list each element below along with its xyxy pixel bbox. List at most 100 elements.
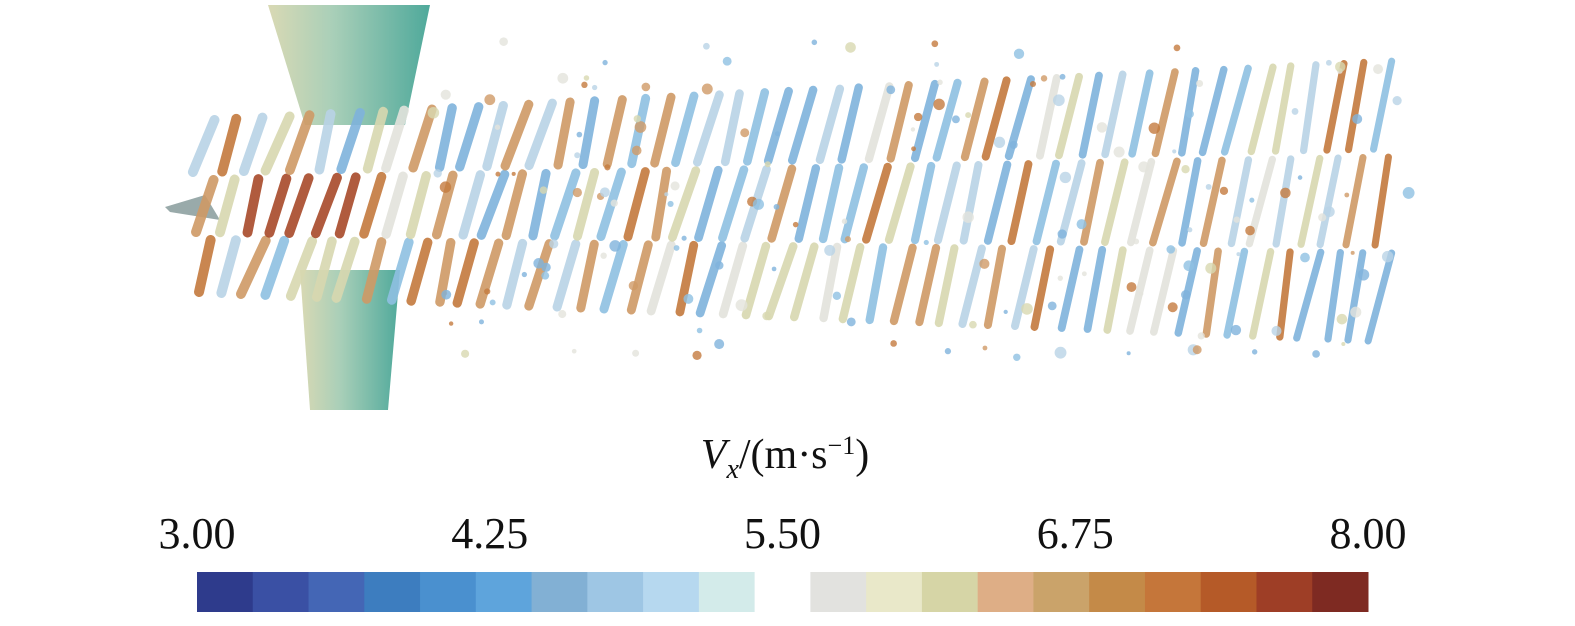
flow-speck [1230,324,1242,336]
colorbar-swatch [308,572,365,612]
flow-speck [937,79,943,86]
flow-speck [1297,175,1303,180]
vortex-stroke [651,166,672,242]
colorbar-swatch [197,572,254,612]
flow-speck [533,258,544,269]
vortex-stroke [191,175,219,237]
flow-speck [1021,303,1033,315]
flow-speck [1336,313,1348,325]
vortex-stroke [284,173,314,238]
flow-speck [714,339,725,350]
vortex-stroke [865,243,888,325]
vortex-stroke [602,95,627,169]
vortex-stroke [838,243,865,324]
vortex-stroke [455,102,484,172]
flow-speck [1059,171,1072,184]
vortex-stroke [650,92,676,168]
flow-speck [1344,192,1350,198]
vortex-stroke [910,161,936,245]
flow-speck [1133,238,1140,245]
flow-speck [844,236,851,243]
colorbar-tick-label: 6.75 [1037,509,1114,558]
vortex-stroke [1324,248,1344,343]
flow-speck [1057,275,1063,281]
vortex-stroke [1056,159,1086,246]
vortex-stroke [502,238,528,310]
colorbar-tick-label: 3.00 [159,509,236,558]
vortex-stroke [408,104,437,173]
vortex-stroke [1149,157,1181,247]
vortex-stroke [476,169,510,240]
vortex-stroke [359,171,387,239]
vortex-stroke [1344,249,1367,344]
flow-speck [715,261,724,270]
flow-speck [1054,346,1067,359]
vortex-stroke [1101,158,1129,246]
flow-speck [1096,122,1108,133]
flow-speck [557,72,569,84]
flow-speck [478,319,484,325]
flow-speck [735,299,748,312]
vortex-stroke [331,236,360,303]
flow-speck [1233,216,1240,223]
flow-speck [1126,351,1131,356]
vortex-stroke [1199,156,1226,247]
colorbar-swatch [810,572,867,612]
flow-speck [824,244,836,256]
flow-speck [600,252,607,259]
vortex-stroke [1220,64,1252,156]
vortex-stroke [718,241,748,319]
vortex-stroke [435,237,456,307]
flow-speck [1236,252,1241,257]
vortex-stroke [1271,62,1295,155]
vortex-stroke [475,238,504,309]
flow-speck [541,271,550,280]
vortex-stroke [524,239,554,311]
flow-speck [832,291,842,301]
flow-speck [632,349,640,357]
vortex-stroke [1101,70,1127,159]
flow-speck [448,321,454,326]
flow-speck [1197,332,1205,340]
colorbar-swatch [475,572,533,612]
flow-speck [634,121,647,133]
colorbar-swatch [698,572,756,612]
colorbar-swatch [977,572,1034,612]
flow-speck [752,198,765,210]
vortex-stroke [216,235,241,298]
vortex-stroke [381,105,409,174]
flow-speck [461,349,470,358]
vortex-stroke [1127,157,1156,247]
vortex-stroke [1007,160,1033,246]
flow-speck [703,42,710,50]
vortex-stroke [743,88,770,166]
vortex-stroke [794,164,821,243]
flow-speck [846,317,856,327]
blade-upper [268,5,430,125]
vortex-stroke [626,240,653,315]
flow-speck [1167,302,1178,313]
flow-speck [673,245,680,251]
flow-speck [1381,250,1394,263]
flow-speck [574,152,581,159]
flow-speck [494,124,501,130]
colorbar-swatch [420,572,477,612]
flow-speck [440,89,451,100]
flow-speck [1185,109,1194,119]
vortex-stroke [1371,153,1392,249]
vortex-stroke [646,240,676,316]
vortex-stroke [236,235,271,299]
vortex-stroke [405,171,431,240]
flow-speck [764,161,771,168]
vortex-stroke [362,106,388,174]
flow-speck [979,258,990,269]
vortex-stroke [718,165,749,243]
flow-visualization [165,5,1415,410]
flow-speck [1166,245,1176,254]
vortex-stroke [314,109,336,175]
flow-speck [934,61,940,67]
flow-speck [1341,341,1346,347]
flow-speck [1300,252,1310,263]
flow-speck [521,271,528,278]
vortex-stroke [933,161,961,245]
